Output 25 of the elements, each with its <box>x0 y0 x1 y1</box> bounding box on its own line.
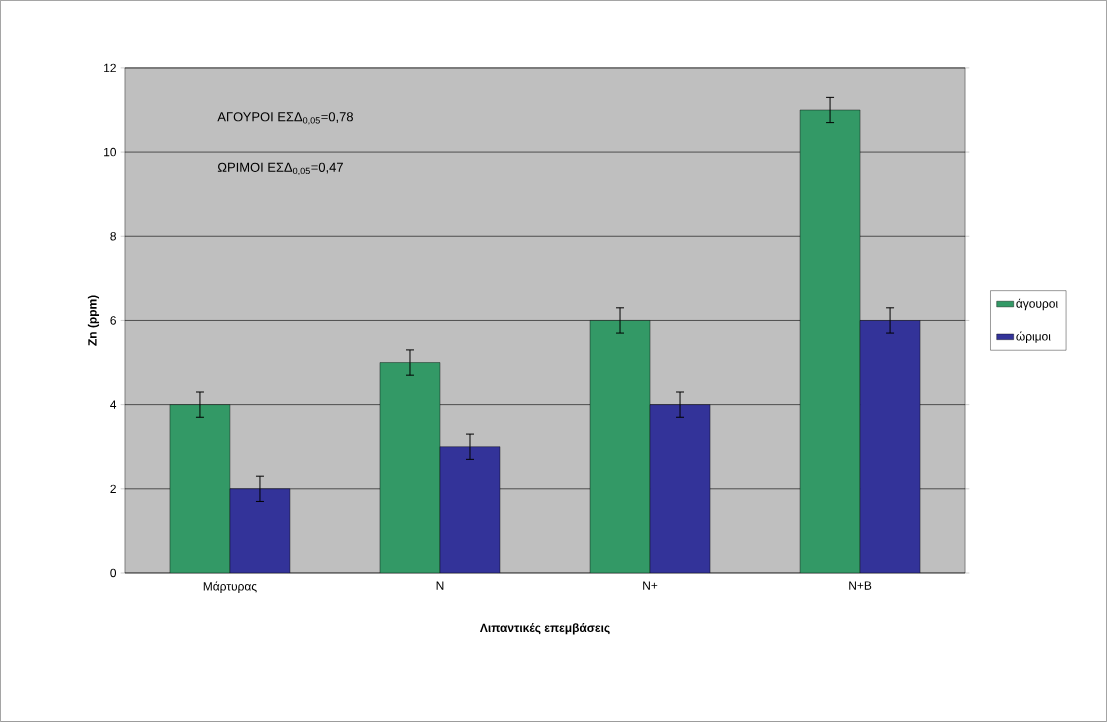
x-tick-label: N+ <box>643 581 658 590</box>
y-tick-label: 4 <box>110 400 117 409</box>
legend-label: άγουροι <box>1016 298 1058 311</box>
annotation: ΑΓΟΥΡΟΙ ΕΣΔ$_{0,05}$=0,78 <box>217 112 353 125</box>
bar <box>799 109 861 574</box>
bar <box>859 320 921 574</box>
y-tick-label: 0 <box>110 568 117 578</box>
bar <box>589 320 651 574</box>
bar <box>229 488 291 574</box>
x-tick-label: N <box>436 581 444 590</box>
bar <box>439 446 501 574</box>
y-tick-label: 8 <box>110 232 116 241</box>
y-tick-label: 10 <box>104 147 117 157</box>
y-tick-label: 2 <box>110 484 116 494</box>
legend-label: ώριμοι <box>1016 331 1051 343</box>
x-tick-label: N+B <box>849 581 872 590</box>
y-tick-label: 6 <box>110 316 116 325</box>
y-axis-title: Zn (ppm) <box>87 295 100 346</box>
bar <box>379 362 441 574</box>
x-tick-label: Μάρτυρας <box>203 581 257 593</box>
bar <box>649 404 711 574</box>
annotation: ΩΡΙΜΟΙ ΕΣΔ$_{0,05}$=0,47 <box>217 162 343 176</box>
y-tick-label: 12 <box>104 63 116 73</box>
bar <box>169 404 231 574</box>
x-axis-title: Λιπαντικές επεμβάσεις <box>479 623 610 635</box>
